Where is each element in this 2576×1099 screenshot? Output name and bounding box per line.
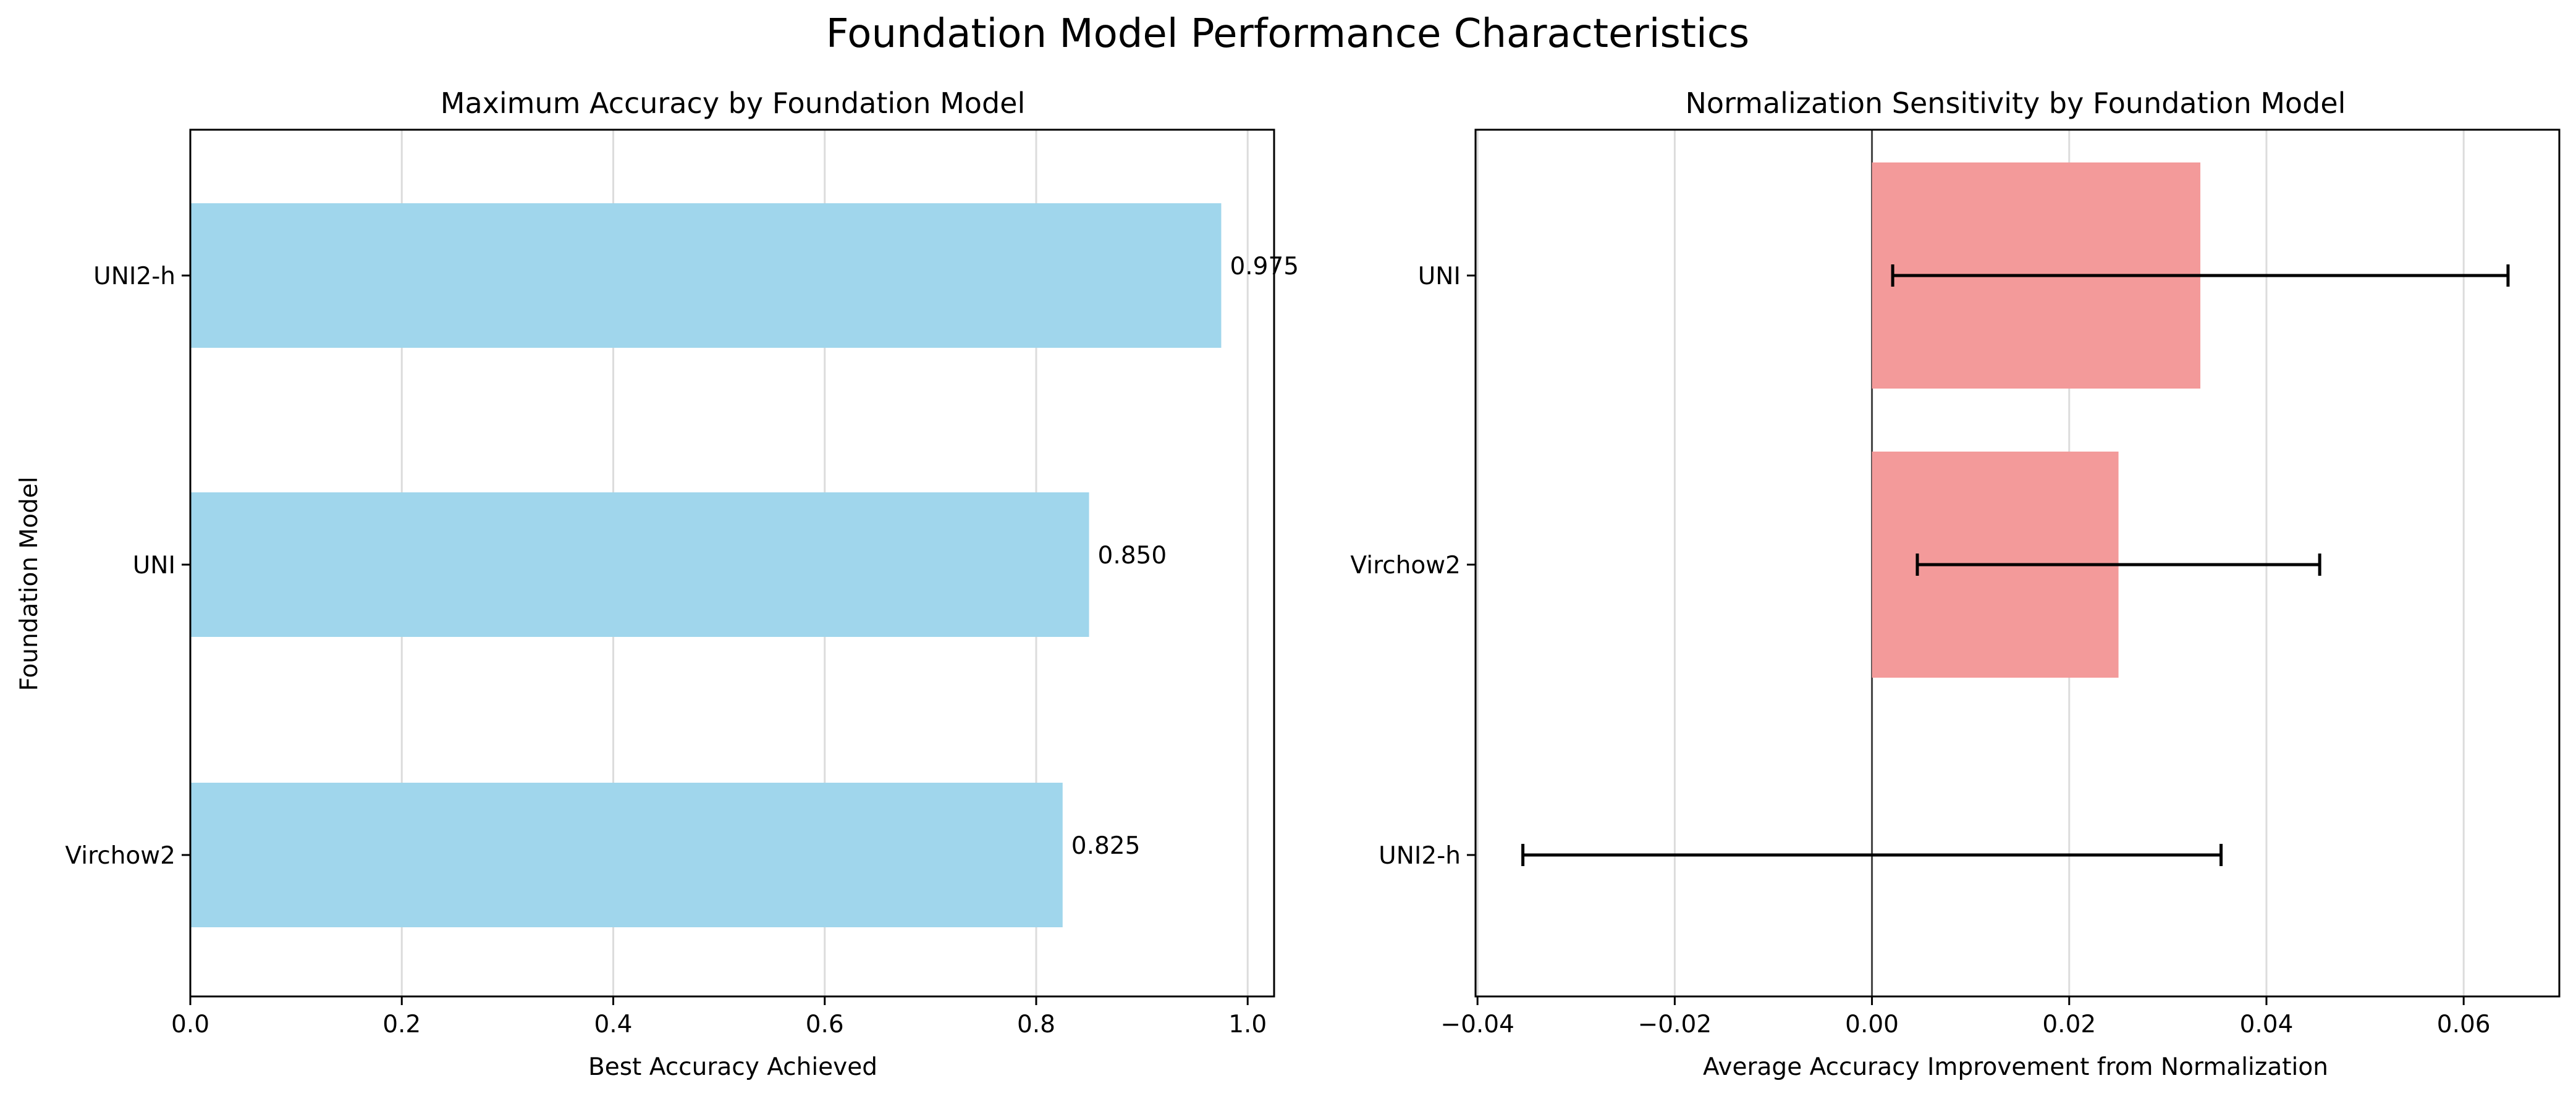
y-tick-label: UNI2-h bbox=[93, 263, 175, 290]
bar-uni bbox=[190, 492, 1089, 637]
x-tick-label: 1.0 bbox=[1228, 1011, 1267, 1038]
x-tick-label: 0.8 bbox=[1017, 1011, 1055, 1038]
normalization-chart-xlabel: Average Accuracy Improvement from Normal… bbox=[1703, 1053, 2328, 1081]
y-tick-label: Virchow2 bbox=[1350, 552, 1461, 579]
accuracy-chart-ylabel: Foundation Model bbox=[15, 476, 43, 691]
plot-frame bbox=[189, 128, 1275, 998]
y-tick-label: UNI2-h bbox=[1379, 842, 1461, 870]
bar-virchow2 bbox=[190, 783, 1063, 927]
x-tick-label: −0.04 bbox=[1440, 1011, 1514, 1038]
data-label: 0.825 bbox=[1071, 832, 1141, 860]
accuracy-chart-title: Maximum Accuracy by Foundation Model bbox=[441, 86, 1025, 120]
data-label: 0.850 bbox=[1098, 542, 1167, 570]
x-tick-label: 0.00 bbox=[1845, 1011, 1899, 1038]
normalization-chart: Normalization Sensitivity by Foundation … bbox=[1350, 86, 2561, 1081]
accuracy-chart-xlabel: Best Accuracy Achieved bbox=[588, 1053, 877, 1081]
x-tick-label: 0.04 bbox=[2240, 1011, 2294, 1038]
data-label: 0.975 bbox=[1230, 253, 1299, 280]
y-tick-label: UNI bbox=[133, 552, 175, 579]
x-tick-label: 0.6 bbox=[806, 1011, 844, 1038]
x-tick-label: 0.0 bbox=[171, 1011, 209, 1038]
accuracy-chart: Maximum Accuracy by Foundation Model Bes… bbox=[15, 86, 1299, 1081]
x-tick-label: −0.02 bbox=[1638, 1011, 1712, 1038]
x-tick-label: 0.06 bbox=[2437, 1011, 2491, 1038]
figure-title: Foundation Model Performance Characteris… bbox=[826, 11, 1750, 57]
y-tick-label: UNI bbox=[1418, 263, 1461, 290]
normalization-chart-title: Normalization Sensitivity by Foundation … bbox=[1686, 86, 2346, 120]
plot-frame bbox=[1474, 128, 2561, 998]
y-tick-label: Virchow2 bbox=[65, 842, 175, 870]
x-tick-label: 0.2 bbox=[382, 1011, 421, 1038]
bar-uni2-h bbox=[190, 203, 1222, 348]
x-tick-label: 0.4 bbox=[594, 1011, 632, 1038]
x-tick-label: 0.02 bbox=[2042, 1011, 2096, 1038]
